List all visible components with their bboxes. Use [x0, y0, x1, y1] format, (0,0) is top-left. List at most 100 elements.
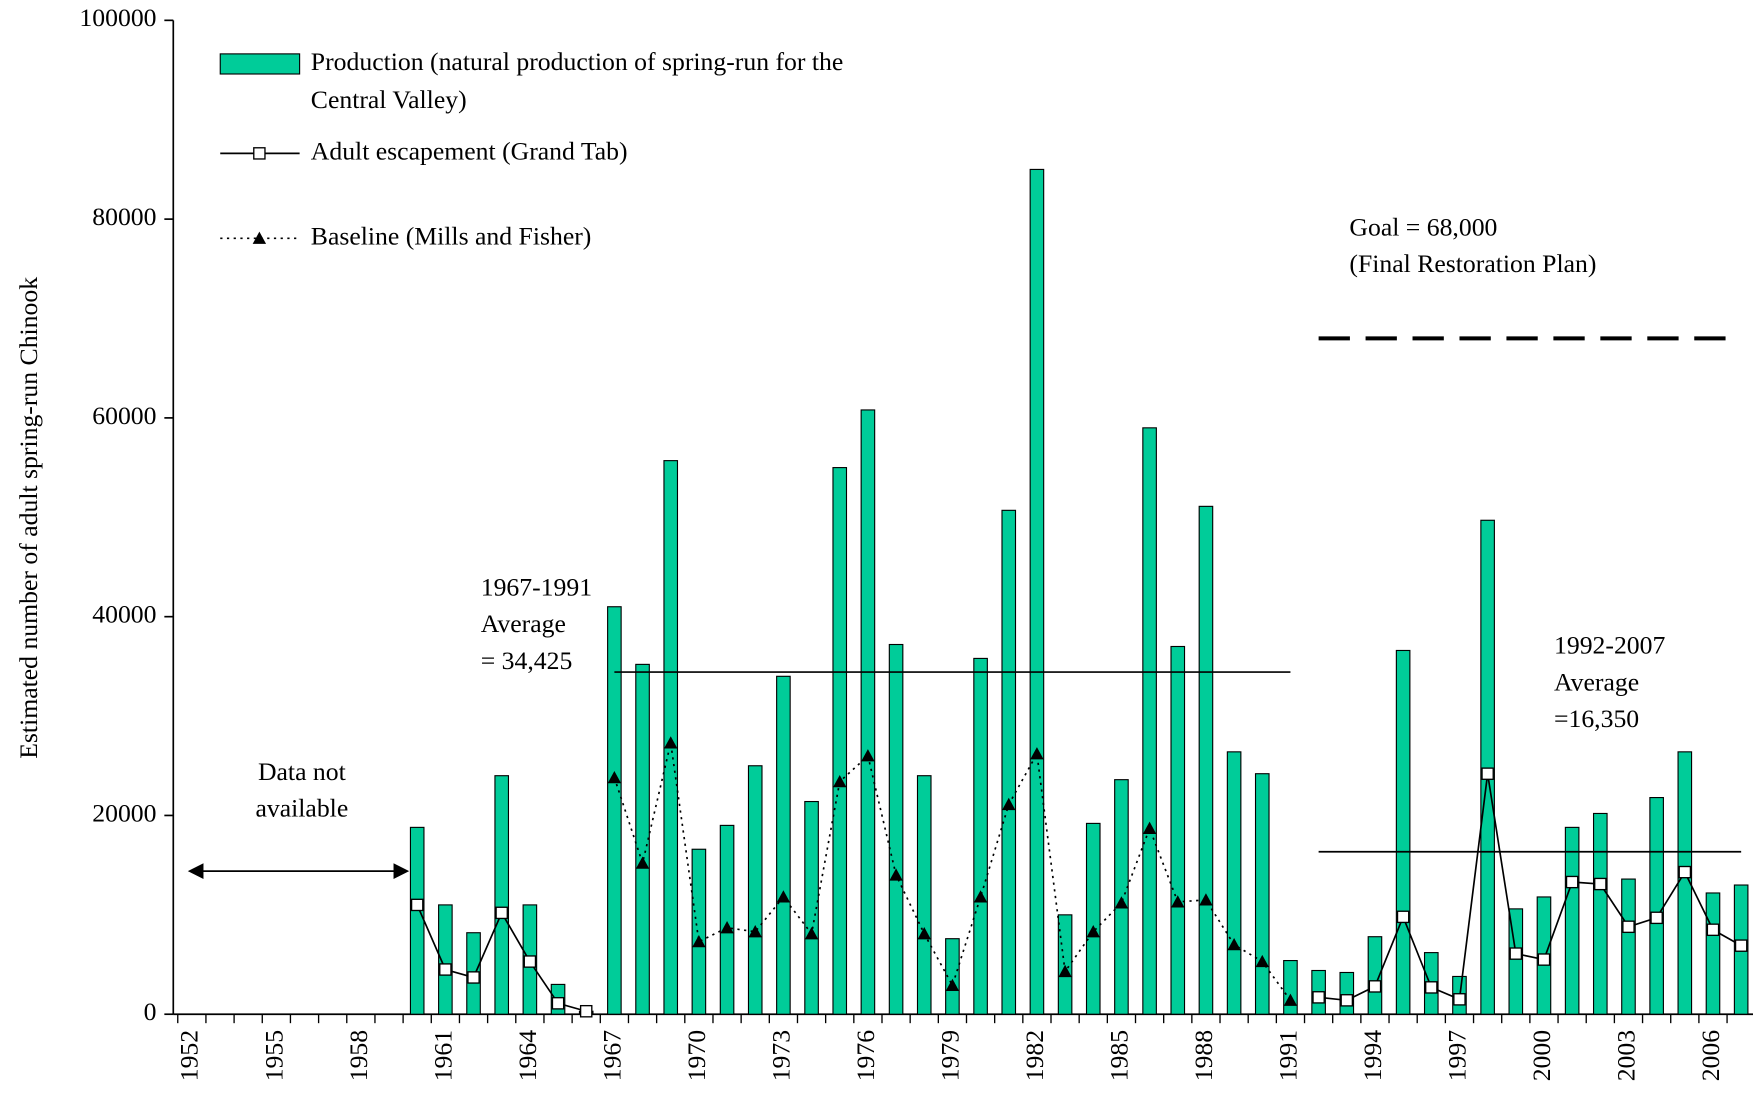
- point: [664, 736, 678, 749]
- legend-marker: [252, 231, 267, 244]
- point: [1171, 895, 1185, 908]
- point: [1594, 877, 1607, 891]
- point: [804, 927, 819, 940]
- bar: [860, 409, 876, 1015]
- arrow-head: [187, 863, 204, 879]
- point: [1622, 920, 1635, 934]
- point: [1425, 981, 1438, 994]
- bar: [1085, 822, 1101, 1015]
- annotation-text: 1967-1991: [481, 572, 592, 601]
- point: [410, 898, 424, 912]
- point: [1114, 896, 1129, 909]
- x-tick-label: 1958: [344, 1030, 373, 1081]
- bar: [1283, 959, 1298, 1015]
- annotation-text: Average: [481, 609, 566, 638]
- y-tick-label: 100000: [79, 3, 156, 32]
- point: [439, 963, 452, 976]
- point: [467, 971, 480, 984]
- point: [889, 868, 903, 881]
- point: [1142, 821, 1157, 834]
- y-tick-label: 40000: [92, 600, 156, 629]
- point: [1086, 925, 1100, 938]
- bar: [1480, 519, 1495, 1015]
- bar: [1339, 971, 1355, 1015]
- y-tick-label: 20000: [92, 798, 156, 827]
- x-tick-label: 1985: [1104, 1030, 1133, 1081]
- x-tick-label: 1952: [175, 1030, 204, 1081]
- legend-label: Baseline (Mills and Fisher): [311, 221, 592, 250]
- bar: [1001, 509, 1017, 1015]
- x-tick-label: 1979: [935, 1030, 964, 1081]
- point: [917, 927, 931, 940]
- bar: [1705, 892, 1721, 1015]
- point: [1650, 911, 1663, 925]
- annotation-text: Average: [1554, 667, 1639, 696]
- point: [523, 955, 537, 968]
- point: [1030, 747, 1044, 760]
- x-tick-label: 2006: [1696, 1030, 1725, 1082]
- point: [973, 890, 988, 903]
- point: [1396, 910, 1410, 924]
- bar: [1649, 797, 1664, 1015]
- annotation-text: 1992-2007: [1554, 630, 1666, 659]
- bar: [1170, 645, 1186, 1015]
- bar: [1029, 168, 1045, 1015]
- x-tick-label: 2000: [1527, 1030, 1556, 1081]
- x-tick-label: 1961: [428, 1030, 457, 1081]
- point: [1255, 954, 1269, 968]
- bar: [691, 848, 707, 1015]
- point: [1734, 939, 1748, 952]
- point: [1706, 923, 1720, 937]
- x-tick-label: 1997: [1442, 1030, 1471, 1082]
- x-tick-label: 2003: [1611, 1030, 1640, 1081]
- point: [551, 997, 565, 1010]
- bar: [1057, 914, 1073, 1015]
- bar: [888, 643, 904, 1015]
- bar: [1367, 936, 1383, 1015]
- point: [495, 906, 508, 920]
- point: [1199, 893, 1213, 906]
- bar: [916, 775, 932, 1015]
- annotation-text: (Final Restoration Plan): [1349, 249, 1596, 278]
- point: [1537, 953, 1551, 966]
- x-tick-label: 1982: [1020, 1030, 1049, 1081]
- bar: [409, 826, 425, 1015]
- point: [635, 856, 650, 869]
- point: [1481, 767, 1494, 780]
- x-tick-label: 1991: [1273, 1030, 1302, 1081]
- x-tick-label: 1964: [513, 1030, 542, 1082]
- bar: [832, 467, 848, 1015]
- point: [1565, 875, 1579, 889]
- bar: [438, 904, 453, 1015]
- point: [1678, 865, 1692, 879]
- point: [1058, 964, 1072, 978]
- x-tick-label: 1973: [766, 1030, 795, 1081]
- bar: [1621, 878, 1636, 1015]
- legend-label-line: Baseline (Mills and Fisher): [311, 221, 592, 250]
- y-tick-label: 60000: [92, 401, 156, 430]
- point: [579, 1004, 593, 1018]
- legend-label-line: Central Valley): [311, 85, 467, 114]
- bar: [607, 606, 622, 1015]
- point: [1283, 993, 1298, 1006]
- annotation-text: Goal = 68,000: [1349, 212, 1497, 241]
- point: [1227, 937, 1241, 951]
- point: [607, 770, 622, 784]
- legend-label-line: Adult escapement (Grand Tab): [311, 136, 628, 165]
- bar: [1142, 427, 1157, 1015]
- annotation-text: = 34,425: [481, 646, 573, 675]
- bar: [1592, 812, 1608, 1015]
- x-tick-label: 1970: [682, 1030, 711, 1081]
- x-tick-label: 1988: [1189, 1030, 1218, 1081]
- point: [748, 925, 762, 938]
- legend-label: Adult escapement (Grand Tab): [311, 136, 628, 165]
- bar: [494, 775, 510, 1015]
- annotation-text: =16,350: [1554, 704, 1639, 733]
- y-tick-label: 0: [144, 997, 157, 1026]
- point: [1453, 993, 1466, 1006]
- bar: [1226, 751, 1242, 1015]
- bar: [945, 938, 960, 1015]
- legend-label: Production (natural production of spring…: [311, 47, 844, 114]
